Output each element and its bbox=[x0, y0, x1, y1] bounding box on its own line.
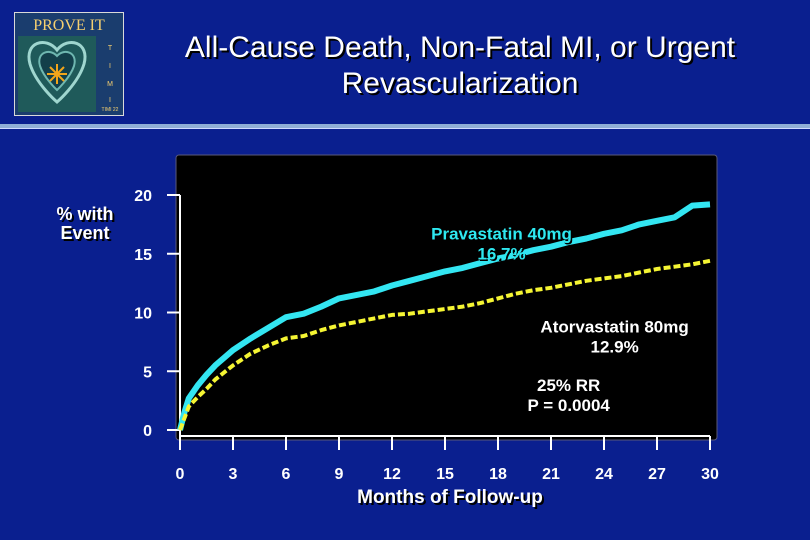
y-axis-label: % with Event bbox=[56, 204, 114, 243]
anno-pravastatin-shadow: Pravastatin 40mg bbox=[433, 226, 574, 245]
x-tick-label: 21 bbox=[542, 466, 560, 483]
title-line-2: Revascularization bbox=[341, 67, 579, 100]
x-tick-label: 9 bbox=[335, 466, 344, 483]
logo-side-letter: T bbox=[108, 45, 113, 52]
anno-rr-value: P = 0.0004 bbox=[527, 396, 610, 415]
anno-atorvastatin-value: 12.9% bbox=[590, 337, 638, 356]
logo-side-letter: M bbox=[107, 81, 113, 88]
y-tick-label: 10 bbox=[134, 306, 152, 323]
title-divider bbox=[0, 124, 810, 129]
anno-rr-shadow: P = 0.0004 bbox=[529, 398, 612, 417]
series-line-atorvastatin bbox=[178, 258, 711, 431]
x-tick-label: 18 bbox=[489, 466, 507, 483]
logo-side-letter: I bbox=[109, 97, 111, 104]
plot-area bbox=[175, 154, 718, 441]
star-icon bbox=[47, 64, 67, 84]
anno-atorvastatin-shadow: Atorvastatin 80mg bbox=[542, 319, 690, 338]
y-tick-label: 0 bbox=[143, 423, 152, 440]
x-tick-label: 0 bbox=[176, 466, 185, 483]
series-line-pravastatin bbox=[177, 201, 711, 431]
heart-icon bbox=[27, 40, 87, 104]
x-tick-label: 6 bbox=[282, 466, 291, 483]
anno-rr-text: 25% RR bbox=[537, 376, 600, 395]
x-tick-label: 30 bbox=[701, 466, 719, 483]
y-tick-label: 15 bbox=[134, 247, 152, 264]
anno-rr-shadow: 25% RR bbox=[539, 378, 602, 397]
y-tick-label: 20 bbox=[134, 188, 152, 205]
logo-side-letter: I bbox=[109, 63, 111, 70]
x-axis-label: Months of Follow-up bbox=[357, 487, 543, 508]
x-tick-label: 27 bbox=[648, 466, 666, 483]
anno-pravastatin-text: Pravastatin 40mg bbox=[431, 225, 572, 244]
anno-atorvastatin-text: Atorvastatin 80mg bbox=[540, 317, 688, 336]
prove-it-logo: PROVE IT T I M I TIMI 22 bbox=[13, 11, 125, 117]
x-tick-label: 3 bbox=[229, 466, 238, 483]
logo-bottom: TIMI 22 bbox=[102, 107, 119, 113]
logo-title: PROVE IT bbox=[33, 17, 105, 34]
x-tick-label: 24 bbox=[595, 466, 613, 483]
anno-pravastatin-shadow: 16.7% bbox=[479, 246, 527, 265]
x-tick-label: 12 bbox=[383, 466, 401, 483]
x-tick-label: 15 bbox=[436, 466, 454, 483]
y-tick-label: 5 bbox=[143, 364, 152, 381]
slide-title: All-Cause Death, Non-Fatal MI, or Urgent… bbox=[130, 30, 790, 102]
anno-pravastatin-value: 16.7% bbox=[477, 245, 525, 264]
title-line-1: All-Cause Death, Non-Fatal MI, or Urgent bbox=[184, 31, 736, 64]
anno-atorvastatin-shadow: 12.9% bbox=[592, 339, 640, 358]
